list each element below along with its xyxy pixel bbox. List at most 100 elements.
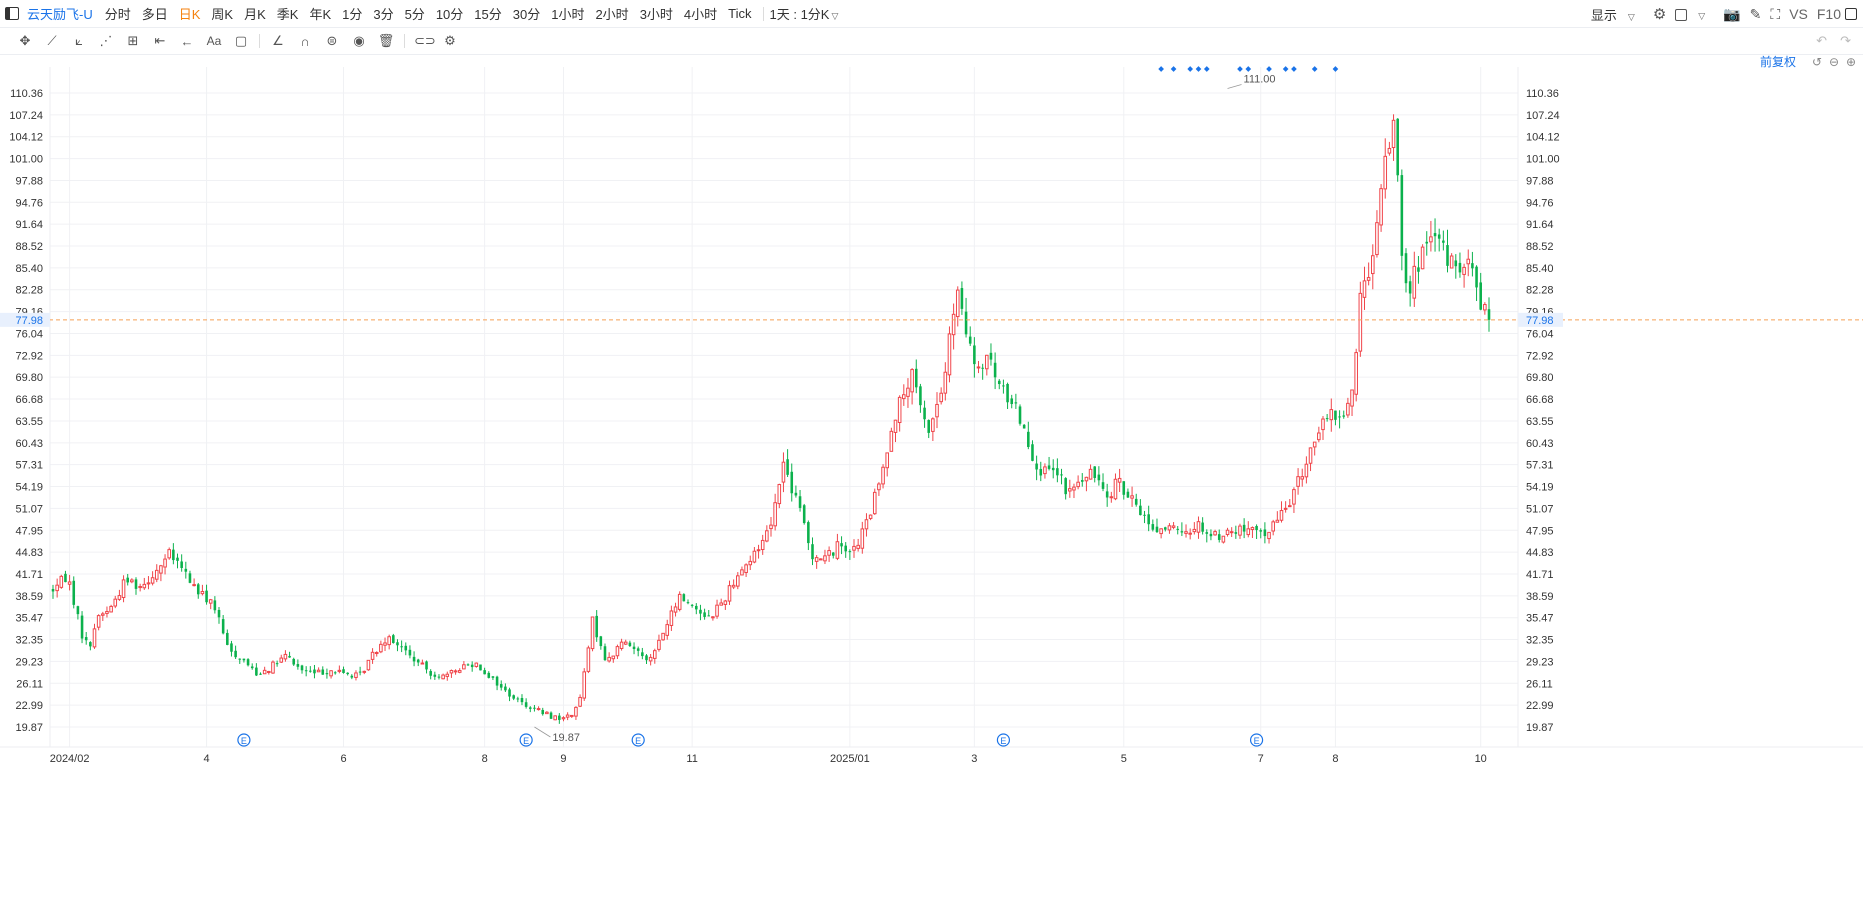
measure-tool-icon[interactable]: ⇤ (154, 33, 166, 48)
candle-body (234, 650, 237, 658)
candle (96, 614, 101, 631)
candle (981, 363, 984, 380)
crosshair-move-icon[interactable]: ✥ (19, 33, 31, 48)
display-menu[interactable]: 显示 ▽ (1591, 5, 1644, 24)
candle (1192, 522, 1197, 535)
candle (354, 670, 358, 681)
stock-symbol[interactable]: 云天励飞-U (27, 7, 93, 22)
fullscreen-icon[interactable]: ⛶ (1770, 5, 1781, 22)
period-tab[interactable]: 5分 (404, 7, 425, 22)
candle (748, 555, 753, 571)
candlestick-chart[interactable]: 111.00 19.87 E E E E E 110.36 110.36 107.24 107.2… (0, 55, 1863, 921)
period-tab[interactable]: 1分 (342, 7, 363, 22)
arrow-tool-icon[interactable]: ← (180, 33, 194, 49)
period-tab[interactable]: 月K (244, 7, 266, 22)
sidebar-toggle-icon[interactable] (5, 7, 19, 20)
pattern-tool-icon[interactable]: ⋰ (99, 33, 113, 48)
trend-line-icon[interactable]: ⟋ (47, 33, 57, 48)
top-marker-icon[interactable] (1170, 66, 1177, 72)
candle-body (1043, 466, 1047, 475)
period-tab[interactable]: 年K (309, 7, 332, 22)
candle-body (811, 544, 814, 560)
candle (985, 354, 989, 376)
trash-icon[interactable]: 🗑 (377, 33, 395, 48)
zoom-out-icon[interactable]: ⊖ (1829, 55, 1839, 69)
candle (1300, 468, 1305, 487)
top-marker-icon[interactable] (1203, 66, 1210, 72)
top-marker-icon[interactable] (1291, 66, 1297, 72)
event-marker-icon[interactable]: E (237, 733, 251, 747)
top-marker-icon[interactable] (1245, 66, 1252, 72)
top-marker-icon[interactable] (1332, 66, 1339, 72)
candle (777, 483, 782, 509)
period-tab[interactable]: 多日 (141, 7, 168, 22)
panel-toggle-icon[interactable] (1845, 8, 1857, 20)
adjust-label[interactable]: 前复权 (1760, 55, 1796, 69)
text-tool-icon[interactable]: Aa (206, 34, 222, 48)
period-tab[interactable]: 10分 (435, 7, 464, 22)
top-marker-icon[interactable] (1187, 66, 1194, 72)
candle (910, 368, 914, 405)
zoom-in-icon[interactable]: ⊕ (1846, 55, 1856, 69)
top-marker-icon[interactable] (1311, 66, 1318, 72)
candle-body (1192, 528, 1197, 533)
reset-icon[interactable]: ↺ (1812, 55, 1822, 69)
candle-body (208, 599, 213, 604)
period-tab[interactable]: 3小时 (639, 7, 673, 22)
event-marker-icon[interactable]: E (1249, 733, 1264, 747)
undo-icon[interactable]: ↶ (1816, 33, 1827, 48)
candle (955, 286, 960, 327)
candle-body (1027, 431, 1030, 447)
layout-menu[interactable]: ▽ (1675, 7, 1714, 22)
candle-body (1263, 529, 1267, 537)
camera-icon[interactable]: 📷 (1723, 5, 1741, 22)
event-marker-icon[interactable]: E (631, 733, 645, 747)
event-marker-icon[interactable]: E (519, 733, 533, 747)
period-tab[interactable]: Tick (728, 6, 752, 21)
candle (283, 650, 288, 662)
event-marker-icon[interactable]: E (996, 733, 1011, 747)
top-marker-icon[interactable] (1237, 66, 1243, 72)
candle (711, 616, 715, 621)
period-tab[interactable]: 15分 (474, 7, 502, 22)
period-tab[interactable]: 分时 (104, 7, 131, 22)
candle-body (731, 584, 736, 588)
top-marker-icon[interactable] (1282, 66, 1289, 72)
angle-icon[interactable]: ∠ (272, 33, 284, 48)
y-tick-label-left: 69.80 (15, 372, 43, 384)
candle (1466, 249, 1471, 277)
chart-pattern-icon[interactable]: ⊞ (127, 33, 139, 48)
period-tab[interactable]: 季K (276, 7, 299, 22)
candle-body (760, 539, 765, 551)
top-marker-icon[interactable] (1266, 66, 1272, 72)
comment-icon[interactable]: ▢ (234, 33, 248, 48)
candle-body (586, 647, 591, 672)
drawing-settings-icon[interactable]: ⚙ (444, 33, 456, 48)
period-tab[interactable]: 1小时 (551, 7, 585, 22)
candle-body (89, 642, 92, 647)
magnet-icon[interactable]: ∩ (300, 33, 310, 49)
lock-drawing-icon[interactable]: ⊜ (326, 33, 338, 48)
candle-body (499, 684, 503, 688)
fib-tool-icon[interactable]: ⟀ (75, 33, 83, 48)
period-tab[interactable]: 周K (211, 7, 234, 22)
top-marker-icon[interactable] (1195, 66, 1202, 72)
candle-body (213, 600, 217, 611)
link-icon[interactable]: ⊂⊃ (414, 33, 436, 48)
candle-body (1051, 467, 1055, 471)
candle (931, 417, 935, 441)
period-tab[interactable]: 30分 (512, 7, 541, 22)
candle-body (1014, 402, 1018, 404)
vs-button[interactable]: VS (1789, 6, 1808, 22)
f10-button[interactable]: F10 (1816, 6, 1841, 22)
pencil-icon[interactable]: ✎ (1749, 5, 1762, 22)
eye-icon[interactable]: ◉ (353, 33, 365, 48)
period-tab[interactable]: 日K (178, 7, 201, 22)
settings-icon[interactable]: ⚙ (1652, 6, 1667, 23)
interval-selector[interactable]: 1天 : 1分K ▽ (770, 4, 839, 23)
redo-icon[interactable]: ↷ (1840, 33, 1851, 48)
period-tab[interactable]: 3分 (373, 7, 394, 22)
period-tab[interactable]: 2小时 (595, 7, 629, 22)
period-tab[interactable]: 4小时 (683, 7, 718, 22)
top-marker-icon[interactable] (1158, 66, 1164, 72)
